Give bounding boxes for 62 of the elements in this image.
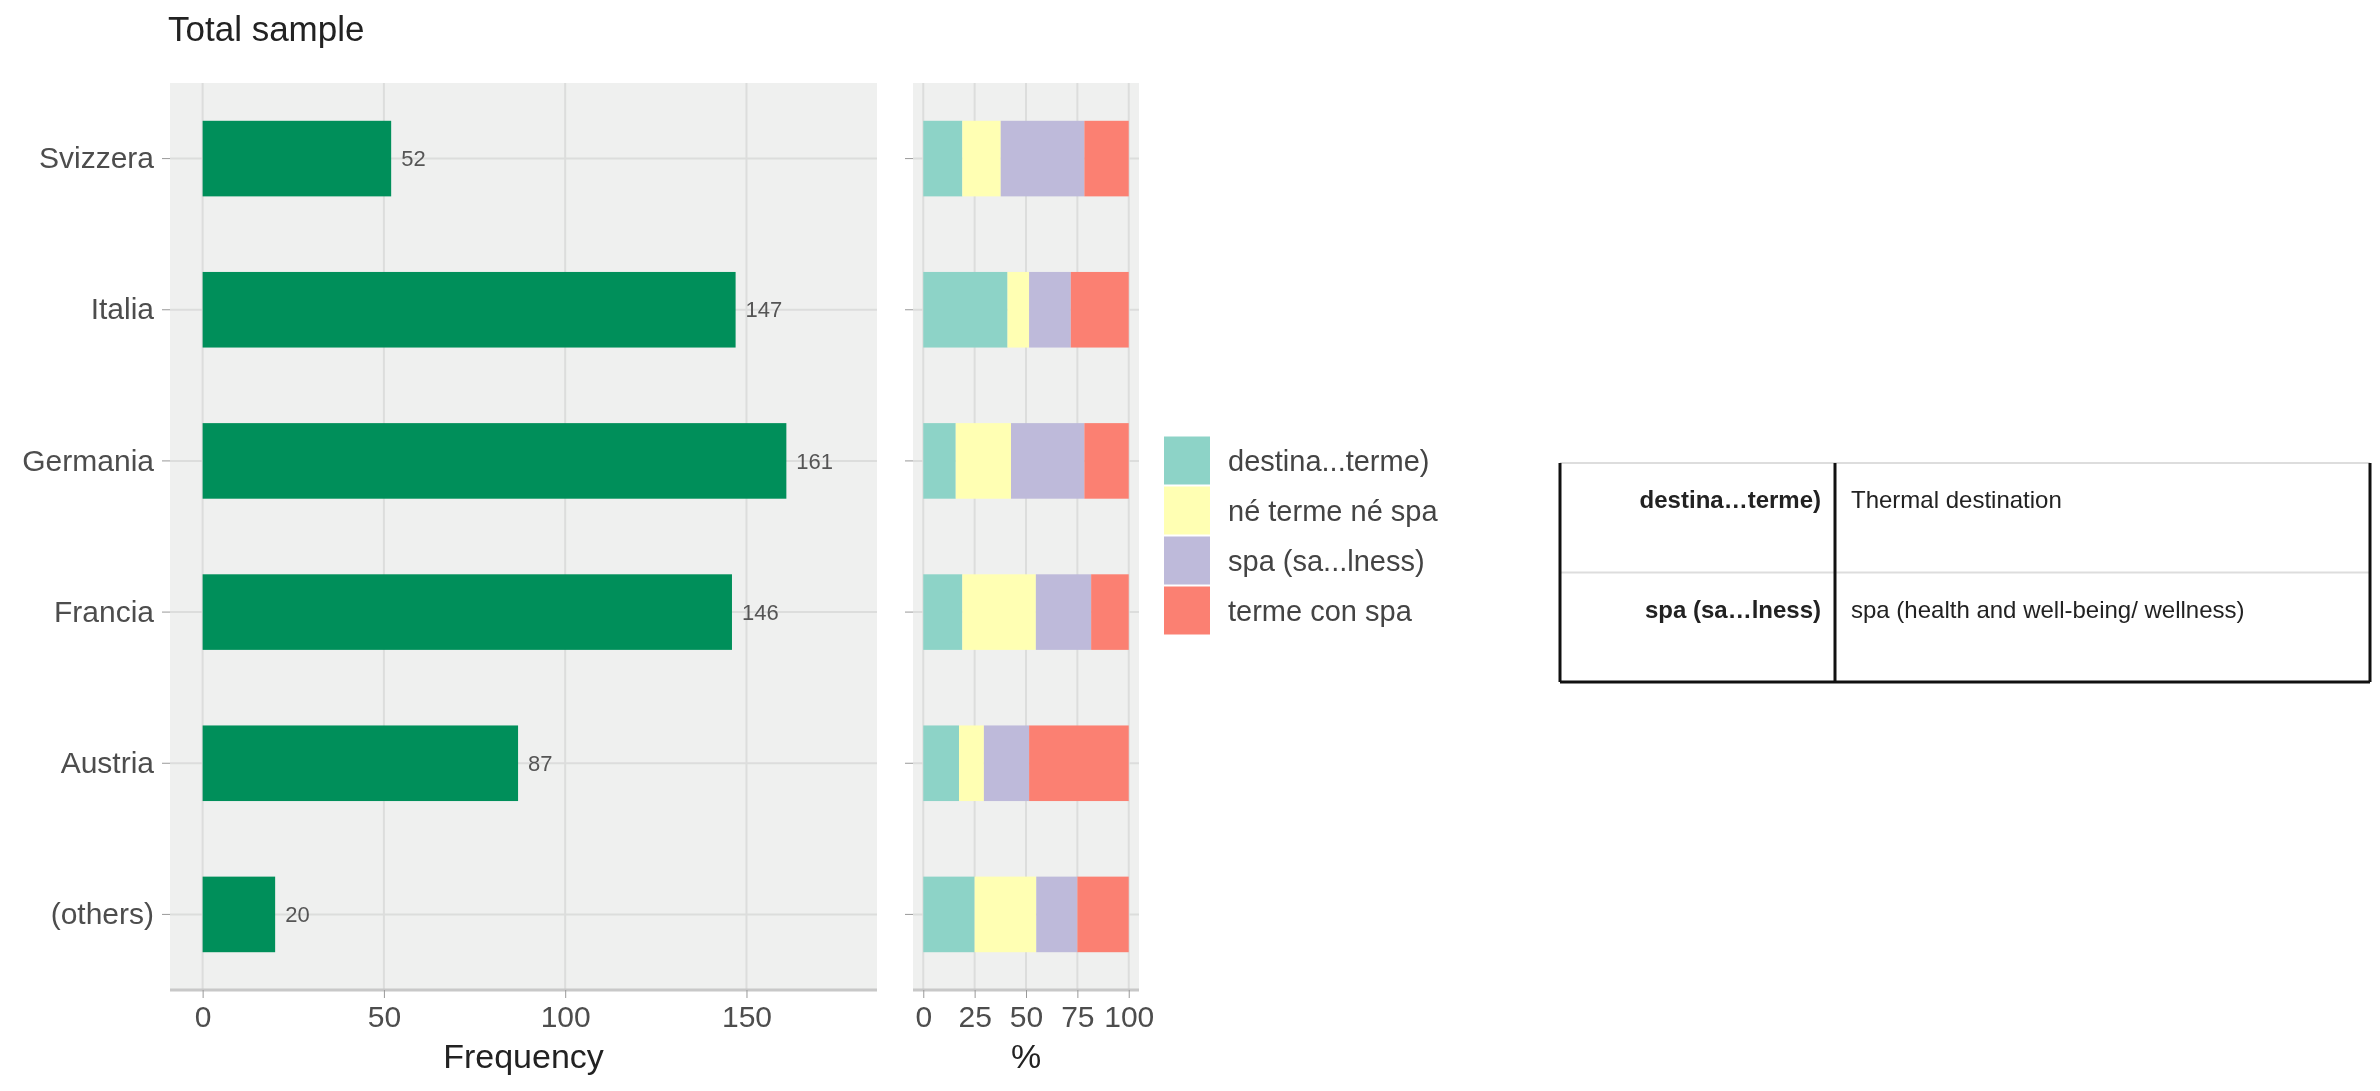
bar (1084, 120, 1129, 197)
x-tick-label: 100 (540, 1000, 591, 1034)
bar (923, 271, 1008, 348)
y-tick-label: (others) (50, 897, 154, 931)
text: spa (sa…lness) (1644, 595, 1821, 623)
bar (202, 876, 276, 953)
bar (955, 423, 1011, 499)
bar (1084, 423, 1129, 499)
legend-label: né terme né spa (1228, 494, 1439, 527)
y-tick-label: Francia (53, 594, 155, 628)
y-tick-label: Italia (90, 292, 155, 326)
x-tick-label: 150 (721, 1000, 773, 1034)
chart-title: Total sample (168, 9, 365, 48)
bar (1035, 574, 1092, 650)
y-tick-label: Svizzera (38, 141, 155, 175)
x-tick-label: 50 (367, 1000, 402, 1034)
bar (959, 725, 984, 802)
data-label: 52 (401, 146, 426, 172)
bar (1000, 120, 1085, 197)
bar (923, 876, 975, 953)
bar (923, 725, 960, 802)
data-label: 147 (745, 297, 783, 323)
bar (1070, 271, 1129, 348)
bar (1029, 271, 1071, 348)
x-tick-label: 25 (958, 1000, 992, 1034)
y-tick-label: Austria (60, 745, 155, 779)
bar (974, 876, 1037, 953)
bar (962, 574, 1036, 650)
bar (202, 574, 732, 650)
bar (1011, 423, 1085, 499)
x-tick-label: 75 (1061, 1000, 1095, 1034)
bar (923, 423, 956, 499)
bar (1029, 725, 1129, 802)
bar (202, 725, 519, 802)
data-label: 20 (285, 902, 310, 928)
bar (923, 120, 963, 197)
bar (1036, 876, 1078, 953)
data-label: 146 (741, 599, 779, 625)
bar (1007, 271, 1030, 348)
text: Thermal destination (1851, 486, 2062, 513)
x-tick-label: 0 (915, 1000, 933, 1034)
bar (923, 574, 963, 650)
x-axis-title: % (1010, 1037, 1042, 1075)
bar (1077, 876, 1129, 953)
legend-label: destina...terme) (1228, 444, 1430, 477)
text: destina…terme) (1639, 486, 1821, 513)
bar (202, 423, 787, 499)
bar (983, 725, 1030, 802)
text: spa (health and well-being/ wellness) (1851, 595, 2245, 623)
legend-label: spa (sa...lness) (1228, 544, 1425, 577)
y-tick-label: Germania (22, 443, 155, 477)
bar (202, 271, 736, 348)
bar (962, 120, 1001, 197)
bar (1091, 574, 1129, 650)
data-label: 87 (528, 750, 553, 776)
x-axis-title: Frequency (443, 1037, 604, 1075)
legend-label: terme con spa (1228, 594, 1413, 627)
x-tick-label: 50 (1009, 1000, 1044, 1034)
x-tick-label: 100 (1104, 1000, 1155, 1034)
data-label: 161 (796, 448, 834, 474)
x-tick-label: 0 (194, 1000, 212, 1034)
bar (202, 120, 392, 197)
